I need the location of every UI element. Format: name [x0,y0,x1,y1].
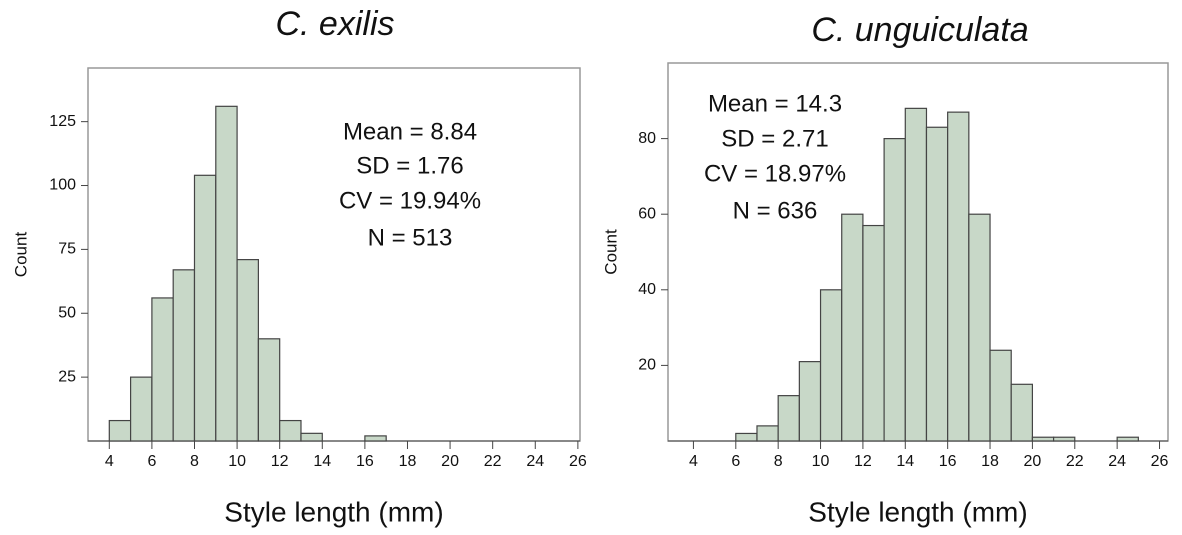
y-tick-label: 50 [58,304,76,321]
x-tick-label: 4 [105,453,114,470]
bar [862,224,885,442]
x-axis-label: Style length (mm) [808,496,1027,527]
y-tick-label: 40 [638,281,656,298]
stat-annotation: SD = 2.71 [721,125,828,152]
x-tick-label: 10 [812,453,830,470]
y-tick-label: 125 [49,113,76,130]
bar [735,432,758,442]
bar [236,259,259,442]
x-tick-label: 26 [1151,453,1169,470]
x-tick-label: 6 [731,453,740,470]
y-tick-label: 100 [49,177,76,194]
y-axis-label: Count [601,229,620,275]
bar [129,376,153,442]
chart-title: C. unguiculata [811,11,1028,49]
bar [819,289,843,442]
bar [279,419,302,442]
bar [989,349,1012,442]
x-tick-label: 4 [689,453,698,470]
x-tick-label: 24 [526,453,544,470]
bar [925,126,949,442]
bar [257,338,281,442]
bar [883,138,906,442]
bar [756,425,779,442]
y-axis-label: Count [11,232,30,278]
y-tick-label: 20 [638,357,656,374]
x-tick-label: 20 [1024,453,1042,470]
chart-title: C. exilis [275,5,394,43]
stat-annotation: Mean = 8.84 [343,118,477,145]
x-tick-label: 16 [939,453,957,470]
bar [172,269,196,442]
x-tick-label: 12 [271,453,289,470]
x-tick-label: 18 [981,453,999,470]
bar [904,107,928,442]
x-tick-label: 14 [896,453,914,470]
bar [193,174,217,442]
bar [1031,436,1055,442]
x-tick-label: 8 [190,453,199,470]
y-tick-label: 80 [638,130,656,147]
bar [798,361,822,442]
x-tick-label: 10 [228,453,246,470]
stat-annotation: Mean = 14.3 [708,90,842,117]
bar [108,419,132,442]
y-tick-label: 25 [58,368,76,385]
bar [1116,436,1139,442]
bar [1052,436,1076,442]
x-tick-label: 16 [356,453,374,470]
stat-annotation: CV = 18.97% [704,160,846,187]
bar [1010,383,1034,442]
x-tick-label: 22 [1066,453,1084,470]
x-tick-label: 20 [441,453,459,470]
stat-annotation: N = 513 [368,224,453,251]
stat-annotation: N = 636 [733,197,818,224]
bar [968,213,991,442]
x-tick-label: 18 [399,453,417,470]
stat-annotation: SD = 1.76 [356,152,463,179]
x-tick-label: 12 [854,453,872,470]
bar [364,435,387,442]
x-axis-label: Style length (mm) [224,496,443,527]
x-tick-label: 26 [569,453,587,470]
bar [215,105,238,442]
bar [151,297,174,442]
y-tick-label: 75 [58,241,76,258]
x-tick-label: 6 [147,453,156,470]
x-tick-label: 22 [484,453,502,470]
bar [777,395,800,442]
x-tick-label: 24 [1108,453,1126,470]
y-tick-label: 60 [638,205,656,222]
bar [300,432,323,442]
bar [841,213,864,442]
bar [947,111,970,442]
x-tick-label: 14 [313,453,331,470]
stat-annotation: CV = 19.94% [339,187,481,214]
x-tick-label: 8 [774,453,783,470]
